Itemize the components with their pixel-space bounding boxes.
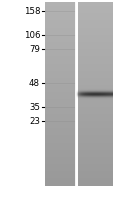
Text: 23: 23 — [29, 116, 40, 126]
Text: 106: 106 — [23, 30, 40, 40]
Text: 158: 158 — [23, 6, 40, 16]
Text: 48: 48 — [29, 78, 40, 88]
Text: 79: 79 — [29, 45, 40, 53]
Text: 35: 35 — [29, 102, 40, 112]
